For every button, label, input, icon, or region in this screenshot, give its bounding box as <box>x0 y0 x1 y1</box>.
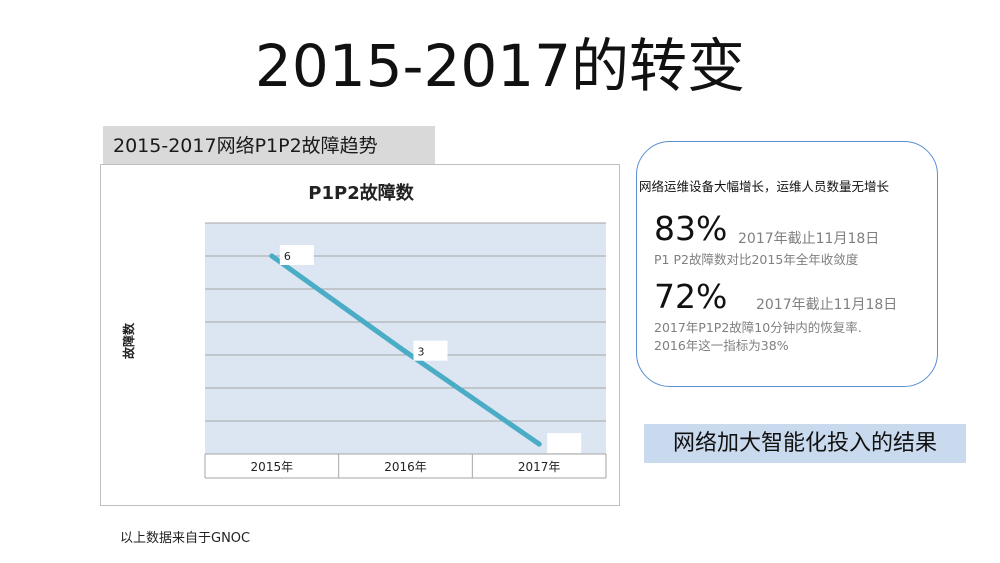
plot-area <box>205 223 606 454</box>
stat1-description: P1 P2故障数对比2015年全年收敛度 <box>654 252 859 267</box>
page-title: 2015-2017的转变 <box>254 32 746 100</box>
data-label-box <box>279 245 314 265</box>
chart-canvas: 2015年 2016年 2017年 P1P2故障数 故障数 63 <box>121 182 607 479</box>
series-group: 63 <box>269 245 582 454</box>
data-source-note: 以上数据来自于GNOC <box>120 531 251 546</box>
stat2-value: 72% <box>654 277 728 316</box>
stat2-description-line2: 2016年这一指标为38% <box>654 338 789 353</box>
data-label: 6 <box>284 250 291 263</box>
chart-title: P1P2故障数 <box>308 182 414 204</box>
x-tick-label: 2015年 <box>251 460 294 474</box>
stat2-date: 2017年截止11月18日 <box>756 297 898 313</box>
x-tick-label: 2016年 <box>384 460 427 474</box>
data-point <box>403 349 408 355</box>
chart-section-heading: 2015-2017网络P1P2故障趋势 <box>103 126 435 166</box>
y-axis-label: 故障数 <box>121 322 136 359</box>
stat1-value: 83% <box>654 209 728 248</box>
stat1-date: 2017年截止11月18日 <box>738 231 880 247</box>
info-headline: 网络运维设备大幅增长，运维人员数量无增长 <box>639 179 890 194</box>
data-label: 3 <box>418 346 425 359</box>
x-axis: 2015年 2016年 2017年 <box>204 454 607 479</box>
data-point <box>269 253 275 259</box>
data-point <box>536 441 542 447</box>
data-label-box <box>413 340 448 361</box>
info-box: 网络运维设备大幅增长，运维人员数量无增长 83% 2017年截止11月18日 P… <box>636 141 938 387</box>
x-tick-label: 2017年 <box>518 460 561 474</box>
data-label-box <box>547 433 582 454</box>
result-label: 网络加大智能化投入的结果 <box>644 424 966 463</box>
stat2-description-line1: 2017年P1P2故障10分钟内的恢复率. <box>654 320 862 335</box>
